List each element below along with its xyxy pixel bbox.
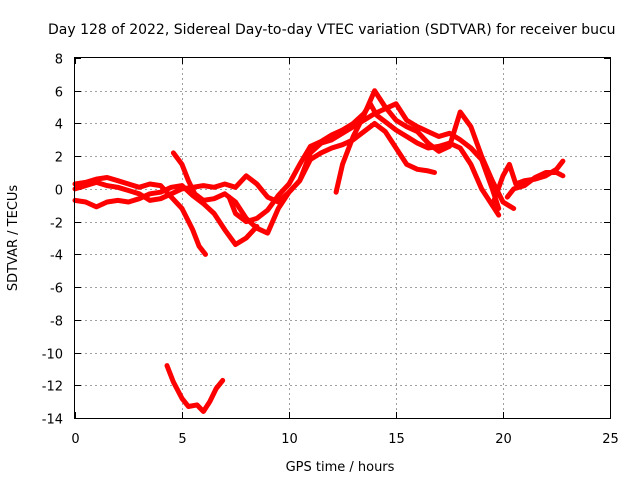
x-tick-label: 25 xyxy=(602,432,619,447)
x-axis-ticks: 0 5 10 15 20 25 xyxy=(71,58,619,447)
x-tick-label: 20 xyxy=(495,432,512,447)
x-tick-label: 15 xyxy=(388,432,405,447)
x-tick-label: 5 xyxy=(178,432,186,447)
series-track-6 xyxy=(333,88,517,211)
y-tick-label: -10 xyxy=(42,348,63,363)
series-track-2 xyxy=(72,183,260,247)
y-tick-label: 4 xyxy=(55,118,63,133)
series-track-3 xyxy=(72,121,437,205)
y-tick-label: -6 xyxy=(50,282,63,297)
data-tracks xyxy=(72,88,566,414)
y-tick-label: 0 xyxy=(55,184,63,199)
y-axis-ticks: 8 6 4 2 0 -2 -4 -6 -8 -10 -12 -14 xyxy=(42,53,610,428)
x-tick-label: 0 xyxy=(71,432,79,447)
y-axis-label: SDTVAR / TECUs xyxy=(6,185,21,292)
y-tick-label: -12 xyxy=(42,380,63,395)
plot-frame xyxy=(74,57,611,419)
y-tick-label: 8 xyxy=(55,53,63,68)
x-axis-label: GPS time / hours xyxy=(286,460,395,475)
y-tick-label: -8 xyxy=(50,315,63,330)
series-track-4 xyxy=(170,101,502,236)
series-track-1 xyxy=(72,175,208,257)
y-tick-label: 2 xyxy=(55,151,63,166)
series-track-9 xyxy=(164,363,226,414)
grid xyxy=(75,58,610,418)
x-tick-label: 10 xyxy=(281,432,298,447)
y-tick-label: -4 xyxy=(50,249,63,264)
series-track-8 xyxy=(504,170,566,200)
y-tick-label: -2 xyxy=(50,217,63,232)
y-tick-label: 6 xyxy=(55,86,63,101)
y-tick-label: -14 xyxy=(42,413,63,428)
chart-title: Day 128 of 2022, Sidereal Day-to-day VTE… xyxy=(48,22,616,38)
